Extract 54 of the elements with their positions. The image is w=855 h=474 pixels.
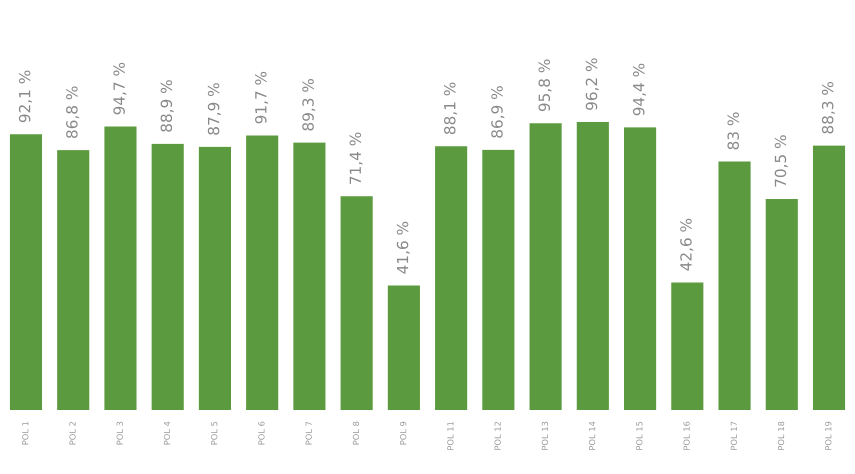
data-label: 86,9 % bbox=[491, 86, 504, 138]
data-label: 91,7 % bbox=[255, 72, 268, 124]
x-tick-label: POL 12 bbox=[494, 422, 501, 450]
x-tick-label: POL 4 bbox=[164, 422, 170, 444]
data-label: 42,6 % bbox=[680, 218, 694, 271]
bar bbox=[10, 134, 42, 410]
bar bbox=[624, 127, 656, 410]
bar bbox=[246, 135, 278, 410]
bar bbox=[152, 144, 184, 410]
data-label: 96,2 % bbox=[586, 58, 599, 110]
data-label: 88,1 % bbox=[444, 82, 458, 134]
x-tick-label: POL 9 bbox=[400, 422, 406, 444]
bar bbox=[198, 146, 231, 410]
bar bbox=[812, 146, 846, 410]
x-tick-label: POL 14 bbox=[588, 422, 596, 450]
x-tick-label: POL 2 bbox=[69, 422, 76, 444]
x-tick-label: POL 1 bbox=[22, 422, 28, 444]
data-label: 88,9 % bbox=[160, 80, 174, 132]
bar bbox=[104, 126, 137, 410]
bar bbox=[718, 162, 751, 410]
data-label: 94,7 % bbox=[113, 62, 126, 114]
x-tick-label: POL 15 bbox=[636, 422, 642, 450]
bar bbox=[435, 146, 468, 410]
x-tick-label: POL 5 bbox=[211, 422, 218, 444]
data-label: 95,8 % bbox=[538, 60, 552, 112]
x-tick-label: POL 16 bbox=[683, 422, 690, 450]
x-tick-label: POL 7 bbox=[306, 422, 312, 444]
x-tick-label: POL 19 bbox=[825, 422, 832, 450]
bar bbox=[576, 122, 609, 410]
bar bbox=[482, 150, 514, 410]
x-tick-label: POL 8 bbox=[352, 422, 360, 444]
x-tick-label: POL 3 bbox=[116, 422, 123, 444]
x-tick-label: POL 11 bbox=[447, 422, 454, 450]
data-label: 41,6 % bbox=[396, 222, 410, 274]
data-label: 86,8 % bbox=[66, 86, 80, 138]
data-label: 71,4 % bbox=[350, 132, 363, 184]
bar bbox=[340, 196, 373, 410]
data-label: 70,5 % bbox=[774, 135, 788, 187]
x-tick-label: POL 6 bbox=[258, 422, 265, 444]
data-label: 87,9 % bbox=[208, 83, 221, 135]
data-label: 83 % bbox=[727, 112, 739, 150]
data-label: 88,3 % bbox=[822, 82, 836, 134]
data-label: 94,4 % bbox=[632, 64, 646, 116]
bar bbox=[671, 282, 704, 410]
x-tick-label: POL 13 bbox=[542, 422, 548, 450]
x-tick-label: POL 18 bbox=[778, 422, 784, 450]
bar bbox=[766, 198, 798, 410]
bar bbox=[530, 123, 562, 410]
bar bbox=[293, 142, 326, 410]
data-label: 89,3 % bbox=[302, 79, 316, 131]
bar bbox=[57, 150, 90, 410]
x-tick-label: POL 17 bbox=[730, 422, 737, 450]
data-label: 92,1 % bbox=[18, 70, 32, 122]
bar bbox=[388, 285, 420, 410]
